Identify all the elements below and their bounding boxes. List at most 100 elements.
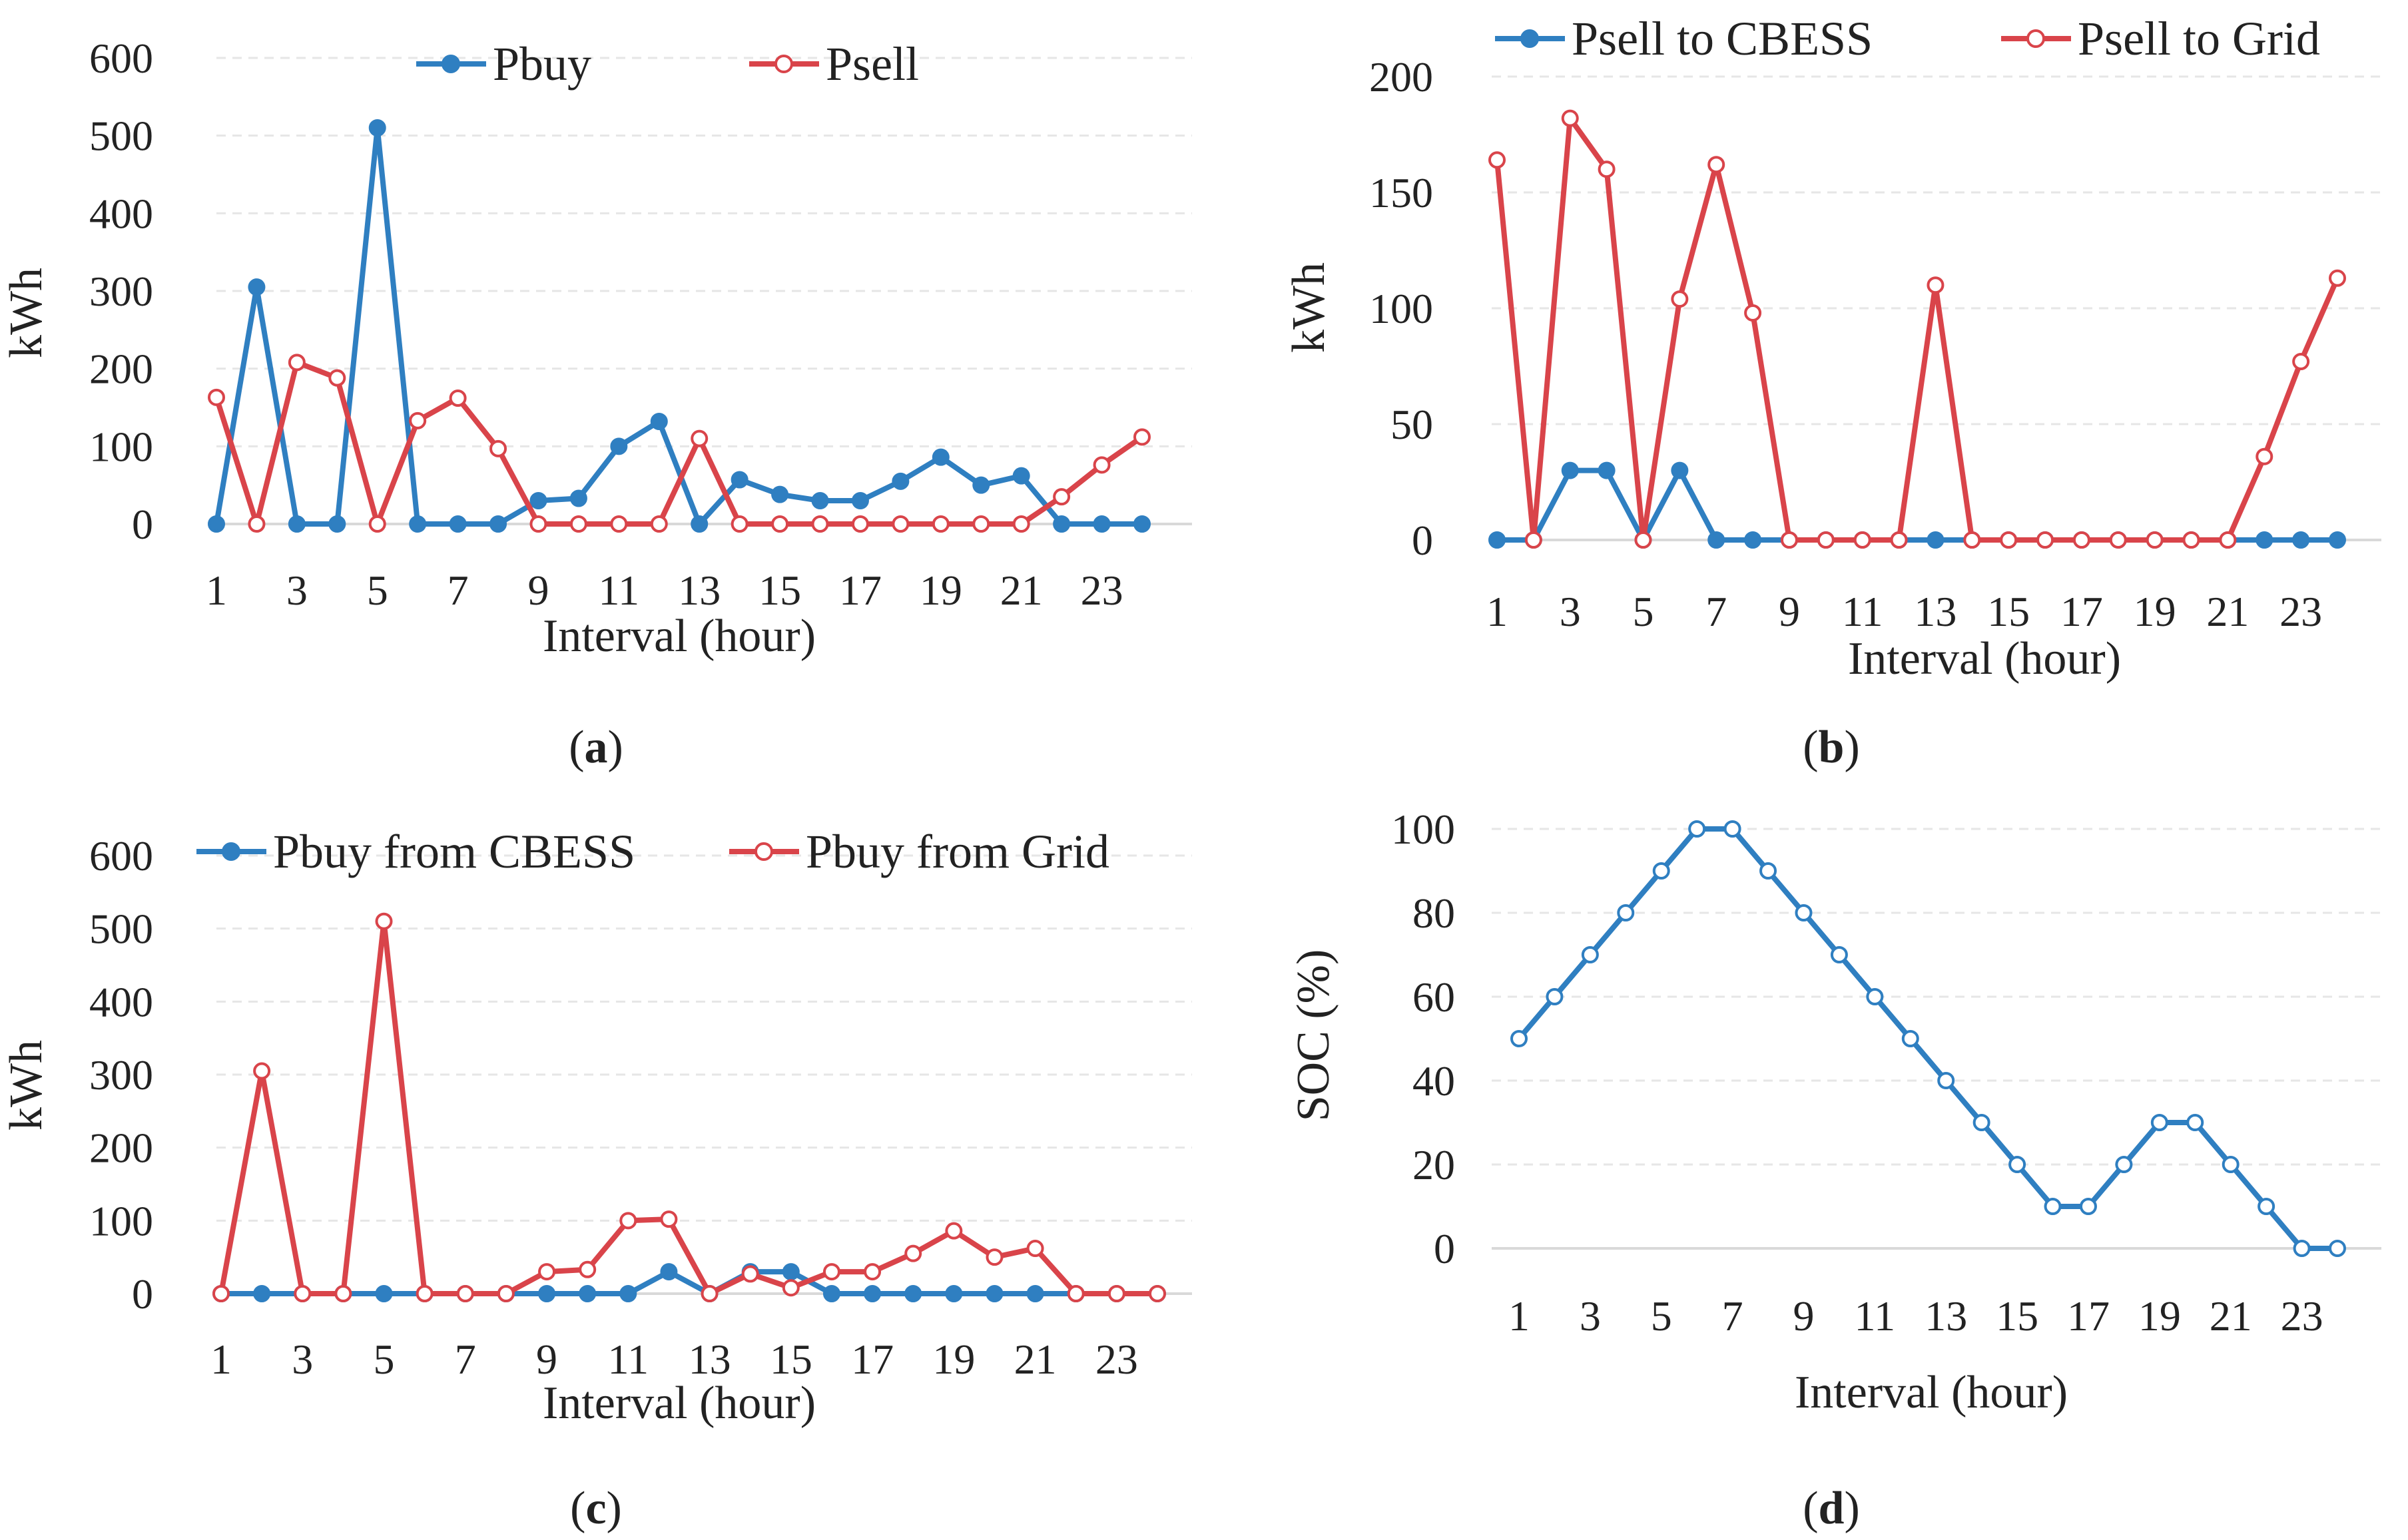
- data-point: [328, 369, 346, 387]
- series-line: [1494, 115, 2340, 543]
- legend-marker: [1520, 29, 1539, 48]
- data-point: [208, 388, 225, 406]
- data-point: [489, 439, 507, 457]
- x-tick-label: 23: [2281, 1292, 2323, 1340]
- y-tick-label: 60: [1412, 973, 1455, 1021]
- data-point: [851, 492, 869, 509]
- panel-label: (c): [570, 1483, 622, 1534]
- y-tick-label: 0: [1434, 1225, 1455, 1272]
- series-line: [218, 918, 1157, 1296]
- x-tick-label: 15: [770, 1336, 812, 1383]
- data-point: [1488, 151, 1506, 169]
- data-point: [212, 1285, 230, 1302]
- data-point: [782, 1263, 800, 1281]
- panel-label: (d): [1803, 1483, 1860, 1534]
- legend-marker: [754, 842, 773, 861]
- data-point: [1617, 904, 1635, 921]
- data-point: [986, 1248, 1004, 1266]
- data-point: [986, 1285, 1004, 1302]
- data-point: [1012, 515, 1030, 533]
- data-point: [932, 448, 950, 466]
- data-point: [2292, 353, 2310, 371]
- panel-label: (b): [1803, 722, 1860, 773]
- data-point: [529, 515, 547, 533]
- data-point: [892, 472, 910, 490]
- series-line: [1497, 467, 2337, 543]
- data-point: [2256, 447, 2273, 465]
- data-point: [945, 1285, 963, 1302]
- series-line: [214, 125, 1142, 527]
- data-point: [208, 515, 225, 533]
- x-tick-label: 23: [1095, 1336, 1138, 1383]
- data-point: [2109, 531, 2127, 549]
- legend-entry: Pbuy from Grid: [729, 825, 1109, 878]
- data-point: [610, 515, 628, 533]
- x-tick-label: 1: [210, 1336, 232, 1383]
- legend-marker: [774, 55, 793, 73]
- data-point: [2115, 1156, 2133, 1173]
- data-point: [449, 515, 467, 533]
- data-point: [248, 515, 266, 533]
- x-tick-label: 9: [536, 1336, 557, 1383]
- data-point: [2219, 531, 2237, 549]
- x-tick-label: 19: [920, 567, 962, 614]
- legend-marker: [442, 55, 460, 73]
- data-point: [1866, 988, 1884, 1005]
- data-point: [1053, 515, 1071, 533]
- x-tick-label: 3: [292, 1336, 313, 1383]
- x-axis-title: Interval (hour): [1848, 633, 2121, 684]
- x-tick-label: 23: [1081, 567, 1123, 614]
- data-point: [449, 389, 467, 407]
- y-tick-label: 500: [89, 905, 153, 953]
- legend-entry: Psell: [749, 37, 919, 91]
- y-tick-label: 0: [132, 1270, 153, 1318]
- y-tick-label: 500: [89, 113, 153, 160]
- data-point: [822, 1263, 840, 1281]
- data-point: [334, 1285, 352, 1302]
- data-point: [1759, 862, 1777, 880]
- data-point: [368, 119, 386, 136]
- data-point: [1890, 531, 1908, 549]
- data-point: [650, 413, 668, 430]
- series-line: [214, 360, 1144, 527]
- x-axis-title: Interval (hour): [1795, 1367, 2068, 1418]
- data-point: [1133, 515, 1151, 533]
- data-point: [2072, 531, 2090, 549]
- x-tick-label: 13: [689, 1336, 731, 1383]
- data-point: [2044, 1198, 2062, 1215]
- data-point: [538, 1285, 556, 1302]
- data-point: [619, 1212, 637, 1230]
- y-tick-label: 150: [1369, 169, 1433, 216]
- x-tick-label: 13: [1925, 1292, 1967, 1340]
- panel-a: kWh Interval (hour) (a) 0 100 200 300 400 500…: [1, 35, 1192, 773]
- data-point: [811, 492, 829, 509]
- data-point: [851, 515, 869, 533]
- y-tick-label: 100: [89, 423, 153, 470]
- data-point: [579, 1285, 597, 1302]
- x-tick-label: 17: [2067, 1292, 2110, 1340]
- data-point: [328, 515, 346, 533]
- data-point: [1067, 1285, 1085, 1302]
- y-axis-title: kWh: [1283, 262, 1335, 353]
- y-axis-title: SOC (%): [1288, 949, 1339, 1122]
- data-point: [932, 515, 950, 533]
- data-point: [1546, 988, 1564, 1005]
- data-point: [1707, 156, 1725, 174]
- y-tick-label: 80: [1412, 890, 1455, 937]
- x-tick-label: 9: [1793, 1292, 1814, 1340]
- data-point: [660, 1210, 678, 1228]
- data-point: [1795, 904, 1813, 921]
- data-point: [2186, 1114, 2204, 1131]
- x-tick-label: 11: [607, 1336, 649, 1383]
- y-tick-label: 400: [89, 190, 153, 237]
- y-tick-label: 200: [1369, 53, 1433, 101]
- y-tick-label: 300: [89, 1051, 153, 1099]
- data-point: [1488, 531, 1506, 549]
- x-tick-label: 21: [1000, 567, 1043, 614]
- x-tick-label: 15: [1987, 588, 2030, 635]
- x-tick-label: 3: [1580, 1292, 1601, 1340]
- data-point: [811, 515, 829, 533]
- data-point: [1581, 946, 1599, 963]
- x-tick-label: 3: [1560, 588, 1581, 635]
